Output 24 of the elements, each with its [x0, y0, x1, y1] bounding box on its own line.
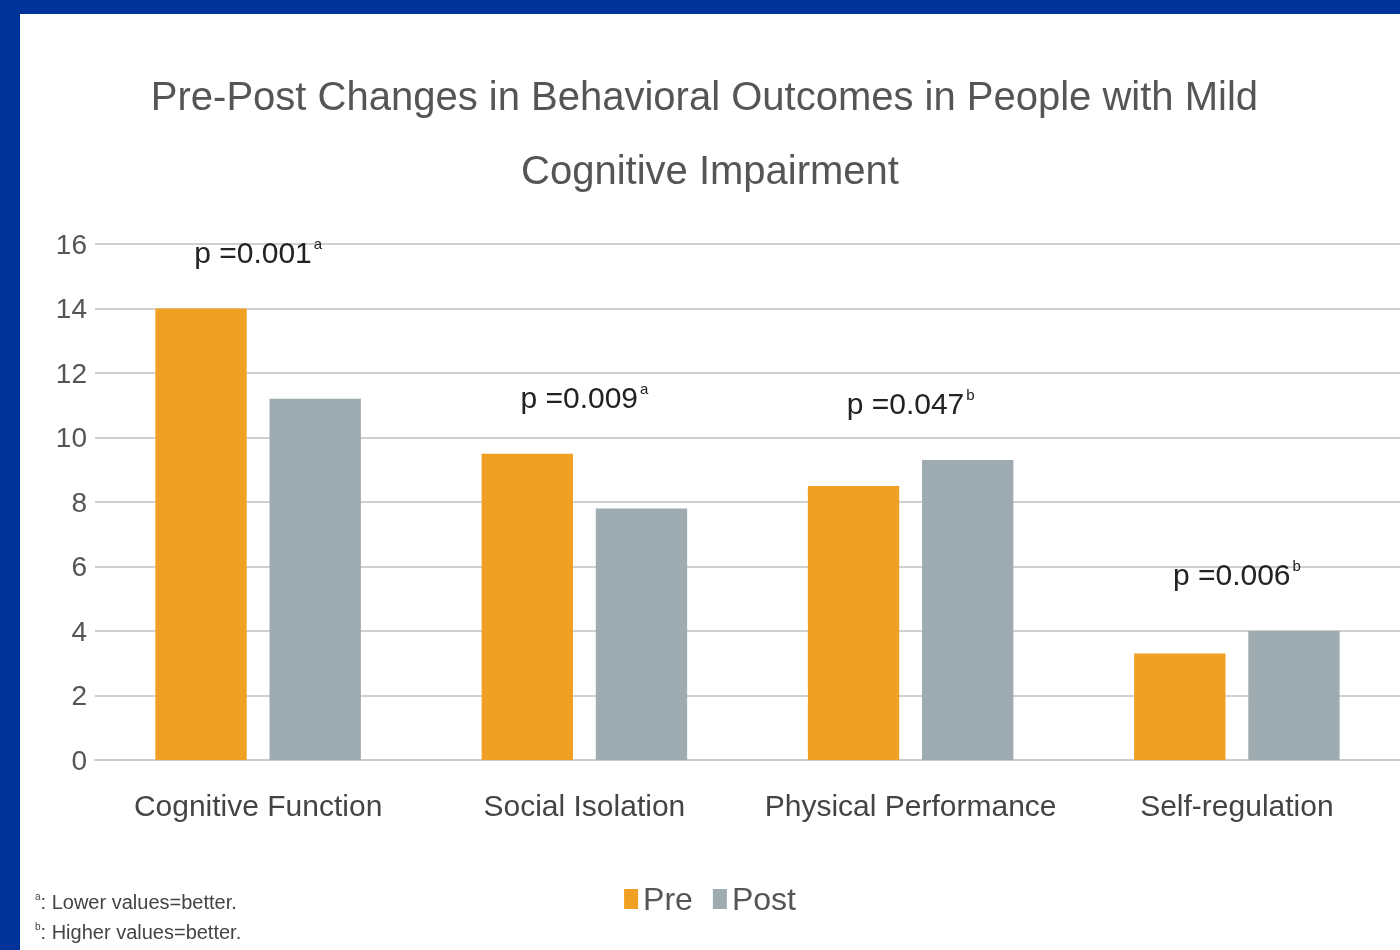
- y-tick-label: 12: [55, 357, 87, 389]
- y-tick-label: 14: [55, 293, 87, 324]
- bar: [1248, 631, 1340, 760]
- bar: [155, 308, 247, 760]
- y-tick-label: 16: [55, 228, 87, 260]
- legend-label: Post: [731, 881, 797, 917]
- y-tick-label: 10: [55, 422, 87, 453]
- x-tick-label: Social Isolation: [483, 788, 686, 822]
- bar: [807, 485, 900, 760]
- y-tick-label: 6: [71, 551, 87, 582]
- x-tick-label: Self-regulation: [1140, 788, 1334, 822]
- legend-label: Pre: [643, 881, 693, 917]
- y-tick-label: 0: [71, 744, 87, 776]
- bar: [922, 460, 1014, 760]
- bar: [1134, 653, 1226, 760]
- y-tick-label: 4: [71, 615, 87, 647]
- y-tick-label: 2: [71, 680, 87, 711]
- chart-title: Pre-Post Changes in Behavioral Outcomes in People with Mild Cognitive Impairment: [150, 74, 1270, 192]
- x-tick-label: Physical Performance: [764, 788, 1057, 822]
- bar: [481, 453, 573, 760]
- bar: [595, 508, 688, 760]
- x-tick-label: Cognitive Function: [133, 788, 383, 822]
- bar: [269, 398, 361, 760]
- y-tick-label: 8: [71, 486, 87, 518]
